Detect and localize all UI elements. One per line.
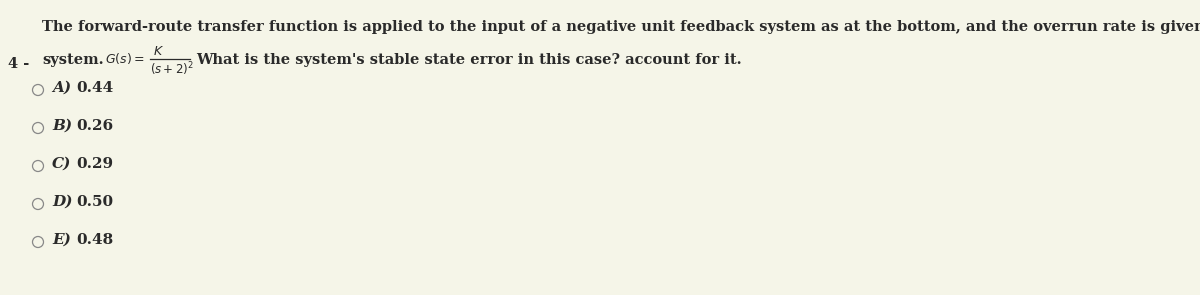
Text: B): B): [52, 119, 72, 133]
Text: What is the system's stable state error in this case? account for it.: What is the system's stable state error …: [196, 53, 742, 67]
Text: 4 -: 4 -: [8, 57, 29, 71]
Text: E): E): [52, 233, 71, 247]
Text: C): C): [52, 157, 71, 171]
Text: D): D): [52, 195, 72, 209]
Text: The forward-route transfer function is applied to the input of a negative unit f: The forward-route transfer function is a…: [42, 20, 1200, 34]
Text: 0.29: 0.29: [76, 157, 113, 171]
Text: A): A): [52, 81, 71, 95]
Text: 0.50: 0.50: [76, 195, 113, 209]
Text: 0.48: 0.48: [76, 233, 113, 247]
Text: $(s+2)^2$: $(s+2)^2$: [150, 60, 193, 78]
Text: system.: system.: [42, 53, 103, 67]
Text: $K$: $K$: [154, 45, 164, 58]
Text: 0.26: 0.26: [76, 119, 113, 133]
Text: 0.44: 0.44: [76, 81, 113, 95]
Text: $G(s)=$: $G(s)=$: [106, 51, 145, 66]
